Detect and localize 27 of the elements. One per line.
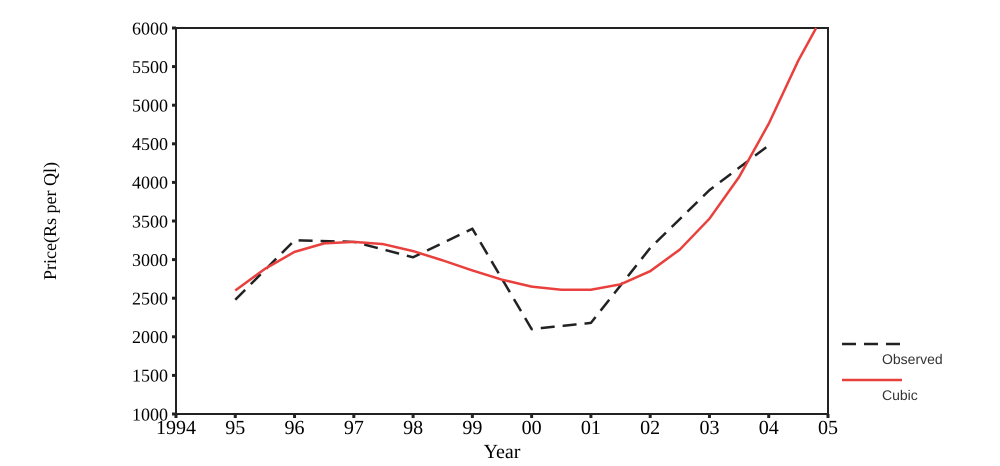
y-axis-title: Price(Rs per Ql)	[40, 162, 60, 280]
x-tick-label: 98	[403, 417, 424, 439]
y-tick-label: 3500	[132, 211, 168, 232]
line-series	[234, 26, 818, 292]
y-tick-label: 2500	[132, 288, 168, 308]
legend-label: Cubic	[882, 387, 918, 403]
y-tick-label: 1500	[132, 366, 168, 386]
line-series	[234, 144, 770, 330]
x-tick-label: 00	[522, 417, 542, 439]
y-tick-label: 3000	[132, 250, 168, 270]
x-tick-label: 04	[758, 417, 779, 439]
y-tick-label: 5500	[132, 56, 168, 77]
y-tick-label: 2000	[132, 327, 168, 348]
x-axis-title: Year	[484, 441, 521, 463]
x-tick-label: 03	[699, 417, 720, 439]
x-tick-label: 96	[284, 417, 305, 439]
x-tick-label: 99	[462, 417, 482, 439]
y-tick-label: 4000	[132, 172, 168, 193]
x-tick-label: 02	[640, 417, 660, 439]
x-tick-label: 95	[225, 417, 246, 439]
legend-label: Observed	[882, 351, 943, 367]
y-tick-label: 6000	[132, 18, 168, 38]
x-tick-label: 97	[344, 417, 364, 439]
y-tick-label: 4500	[132, 134, 168, 154]
x-tick-label: 05	[818, 417, 838, 439]
y-tick-label: 5000	[132, 96, 168, 116]
x-tick-label: 01	[580, 417, 601, 439]
